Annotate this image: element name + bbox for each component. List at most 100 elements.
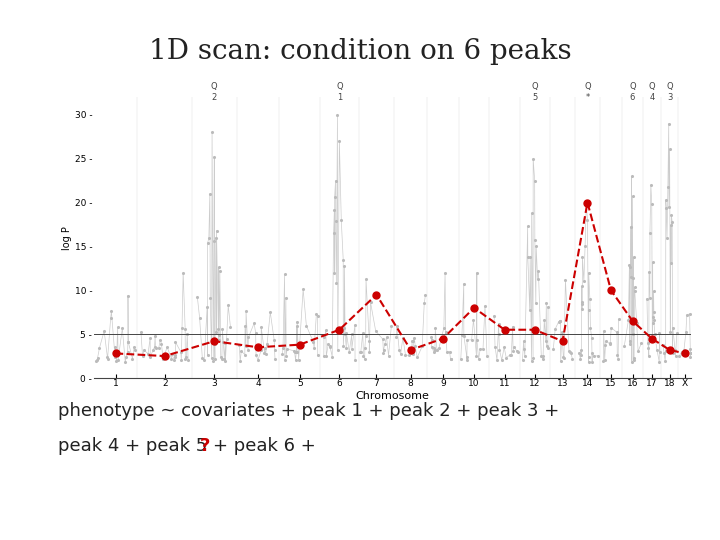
Point: [629, 354, 640, 362]
Point: [618, 342, 630, 351]
Point: [360, 332, 372, 341]
Point: [416, 342, 428, 350]
Point: [646, 334, 657, 343]
Point: [339, 329, 351, 338]
Point: [358, 352, 369, 360]
Point: [420, 291, 431, 299]
Point: [555, 356, 567, 365]
Point: [593, 352, 604, 360]
Point: [623, 316, 634, 325]
Point: [291, 322, 302, 330]
Point: [330, 176, 341, 185]
Point: [112, 356, 124, 364]
Point: [194, 313, 205, 322]
Point: [604, 340, 616, 348]
Point: [663, 119, 675, 128]
Point: [651, 346, 662, 354]
Point: [665, 259, 677, 268]
Point: [462, 335, 473, 344]
Point: [280, 293, 292, 302]
Point: [627, 192, 639, 201]
Point: [343, 348, 355, 356]
Point: [526, 357, 537, 366]
Point: [671, 329, 683, 338]
Point: [297, 285, 309, 294]
Point: [328, 268, 340, 277]
Point: [529, 176, 541, 185]
Point: [426, 343, 437, 352]
Point: [157, 355, 168, 363]
Point: [428, 348, 440, 357]
Point: [481, 352, 492, 361]
Point: [153, 344, 164, 353]
Point: [466, 335, 477, 344]
Point: [166, 349, 177, 358]
Point: [553, 318, 564, 326]
Point: [556, 328, 567, 337]
Point: [391, 321, 402, 330]
Point: [122, 338, 134, 347]
Point: [326, 352, 338, 361]
Point: [644, 294, 656, 302]
Point: [122, 338, 134, 347]
Point: [161, 342, 173, 351]
Point: [378, 346, 390, 354]
Text: 1D scan: condition on 6 peaks: 1D scan: condition on 6 peaks: [149, 38, 571, 65]
Point: [490, 342, 501, 351]
Point: [148, 346, 159, 354]
Point: [301, 321, 312, 330]
Point: [211, 327, 222, 336]
Point: [330, 217, 341, 225]
Text: peak 4 + peak 5 + peak 6 +: peak 4 + peak 5 + peak 6 +: [58, 437, 321, 455]
Point: [330, 279, 342, 287]
Point: [625, 222, 636, 231]
Point: [537, 354, 549, 363]
Point: [580, 242, 591, 251]
Point: [507, 322, 518, 331]
Point: [529, 235, 541, 244]
Point: [526, 209, 537, 218]
Point: [320, 352, 332, 361]
Point: [627, 329, 639, 338]
Point: [498, 343, 510, 352]
Point: [624, 262, 635, 271]
Point: [259, 344, 271, 353]
Point: [308, 344, 320, 353]
Point: [409, 333, 420, 342]
Point: [215, 353, 227, 361]
Point: [324, 343, 336, 352]
Point: [646, 200, 657, 208]
Text: Q
4: Q 4: [649, 82, 655, 102]
Point: [582, 358, 594, 367]
Point: [643, 267, 654, 276]
Point: [341, 343, 352, 352]
Point: [395, 350, 406, 359]
Point: [269, 336, 280, 345]
Point: [461, 355, 472, 364]
Point: [112, 323, 123, 332]
Point: [145, 353, 156, 361]
Point: [405, 348, 417, 357]
Point: [493, 329, 505, 338]
Point: [654, 329, 665, 338]
Point: [606, 323, 617, 332]
Point: [660, 356, 671, 365]
Point: [645, 180, 657, 189]
Point: [240, 307, 252, 315]
Point: [209, 152, 220, 161]
Point: [149, 332, 161, 340]
Point: [410, 342, 421, 350]
Point: [209, 237, 220, 245]
Point: [540, 336, 552, 345]
Point: [648, 287, 660, 295]
Point: [310, 310, 322, 319]
Text: Q
6: Q 6: [629, 82, 636, 102]
Point: [522, 253, 534, 261]
Point: [673, 352, 685, 360]
Point: [647, 335, 658, 344]
Point: [527, 354, 539, 362]
Point: [440, 328, 451, 337]
Point: [667, 348, 678, 357]
Point: [217, 325, 228, 334]
Point: [496, 355, 508, 364]
